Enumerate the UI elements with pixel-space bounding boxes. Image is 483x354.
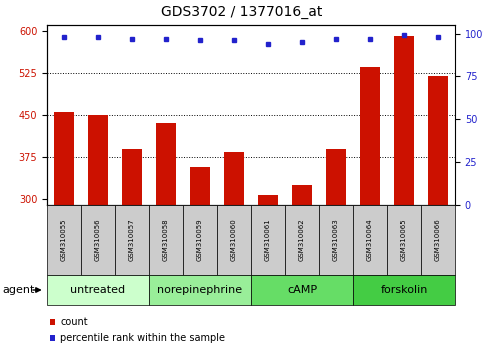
Text: GSM310055: GSM310055 bbox=[61, 219, 67, 261]
Bar bbox=[190, 167, 210, 205]
Text: cAMP: cAMP bbox=[287, 285, 317, 295]
Text: GSM310060: GSM310060 bbox=[231, 219, 237, 261]
Bar bbox=[54, 112, 74, 205]
Text: forskolin: forskolin bbox=[380, 285, 427, 295]
Bar bbox=[122, 149, 142, 205]
Text: GSM310058: GSM310058 bbox=[163, 219, 169, 261]
Text: untreated: untreated bbox=[71, 285, 126, 295]
Bar bbox=[360, 67, 380, 205]
Text: GSM310059: GSM310059 bbox=[197, 219, 203, 261]
Bar bbox=[292, 185, 312, 205]
Text: GSM310056: GSM310056 bbox=[95, 219, 101, 261]
Bar bbox=[156, 124, 176, 205]
Text: count: count bbox=[60, 317, 88, 327]
Bar bbox=[50, 319, 55, 325]
Text: percentile rank within the sample: percentile rank within the sample bbox=[60, 333, 225, 343]
Text: GSM310062: GSM310062 bbox=[299, 219, 305, 261]
Bar bbox=[50, 335, 55, 341]
Bar bbox=[394, 36, 414, 205]
Text: norepinephrine: norepinephrine bbox=[157, 285, 242, 295]
Text: GSM310057: GSM310057 bbox=[129, 219, 135, 261]
Text: GSM310065: GSM310065 bbox=[401, 219, 407, 261]
Bar bbox=[88, 115, 108, 205]
Bar bbox=[224, 152, 244, 205]
Text: GDS3702 / 1377016_at: GDS3702 / 1377016_at bbox=[161, 5, 322, 19]
Bar bbox=[326, 149, 346, 205]
Text: GSM310064: GSM310064 bbox=[367, 219, 373, 261]
Text: GSM310061: GSM310061 bbox=[265, 219, 271, 261]
Text: agent: agent bbox=[2, 285, 34, 295]
Bar bbox=[258, 195, 278, 205]
Bar bbox=[428, 76, 448, 205]
Text: GSM310066: GSM310066 bbox=[435, 219, 441, 261]
Text: GSM310063: GSM310063 bbox=[333, 219, 339, 261]
